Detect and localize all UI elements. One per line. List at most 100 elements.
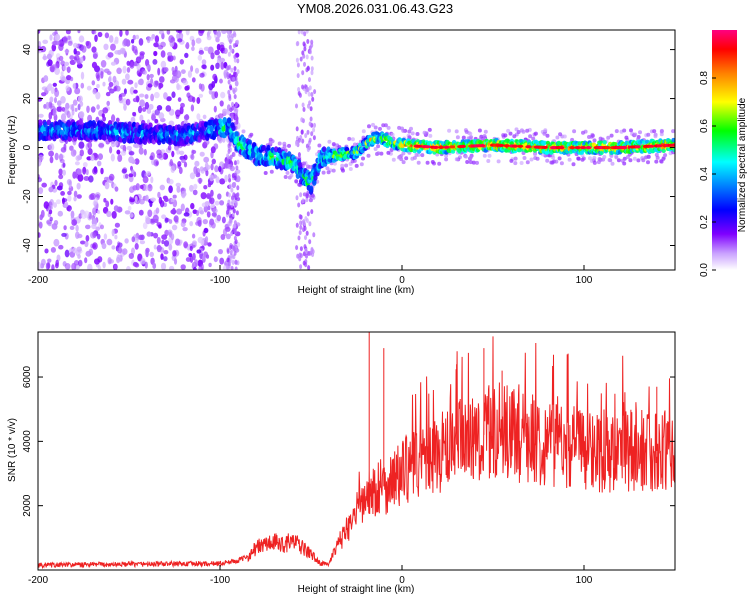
x-tick-label: 100: [576, 575, 593, 586]
noise-cell: [176, 33, 180, 40]
noise-cell: [302, 107, 306, 112]
noise-cell: [227, 89, 231, 95]
noise-cell: [236, 192, 240, 198]
noise-cell: [297, 235, 301, 241]
noise-cell: [158, 82, 164, 89]
noise-cell: [153, 232, 159, 239]
noise-cell: [140, 257, 146, 265]
noise-cell: [194, 67, 200, 74]
noise-cell: [592, 160, 597, 165]
noise-cell: [296, 62, 300, 68]
noise-cell: [159, 184, 165, 191]
noise-cell: [175, 30, 182, 33]
noise-cell: [155, 161, 159, 166]
noise-cell: [212, 208, 218, 214]
noise-cell: [101, 113, 105, 118]
noise-cell: [73, 42, 78, 49]
noise-cell: [233, 235, 237, 241]
noise-cell: [101, 242, 107, 250]
noise-cell: [209, 174, 214, 182]
noise-cell: [108, 173, 115, 181]
noise-cell: [95, 226, 100, 232]
noise-cell: [156, 153, 163, 159]
noise-cell: [145, 250, 149, 258]
noise-cell: [72, 83, 77, 89]
noise-cell: [302, 260, 306, 266]
noise-cell: [59, 158, 65, 164]
noise-cell: [471, 160, 476, 165]
noise-cell: [422, 130, 427, 135]
noise-cell: [144, 261, 148, 269]
noise-cell: [233, 223, 237, 229]
noise-cell: [71, 219, 78, 226]
noise-cell: [171, 91, 176, 98]
ridge-cell: [78, 118, 83, 125]
noise-cell: [232, 76, 236, 82]
noise-cell: [118, 96, 124, 104]
noise-cell: [229, 253, 233, 259]
noise-cell: [128, 156, 135, 164]
noise-cell: [194, 160, 200, 167]
noise-cell: [562, 134, 567, 139]
noise-cell: [525, 128, 530, 133]
spectrogram-frame: [37, 29, 676, 271]
noise-cell: [602, 155, 607, 159]
noise-cell: [181, 190, 186, 199]
noise-cell: [222, 108, 228, 114]
noise-cell: [126, 60, 131, 66]
noise-cell: [571, 162, 576, 167]
noise-cell: [468, 160, 473, 165]
noise-cell: [206, 35, 212, 41]
noise-cell: [378, 126, 382, 131]
noise-cell: [300, 30, 304, 35]
noise-cell: [177, 161, 182, 167]
noise-cell: [512, 134, 517, 139]
noise-cell: [614, 155, 619, 160]
noise-cell: [146, 64, 151, 70]
noise-cell: [295, 103, 298, 109]
noise-cell: [185, 42, 190, 50]
noise-cell: [305, 197, 309, 203]
noise-cell: [113, 86, 117, 92]
noise-cell: [161, 239, 165, 245]
ridge-cell: [231, 125, 236, 132]
noise-cell: [170, 165, 176, 173]
noise-cell: [153, 91, 160, 99]
noise-cell: [447, 128, 452, 133]
noise-cell: [107, 85, 112, 91]
noise-cell: [57, 210, 63, 217]
ridge-core-cell: [670, 143, 675, 147]
noise-cell: [95, 91, 101, 100]
noise-cell: [226, 153, 230, 159]
noise-cell: [302, 219, 306, 225]
noise-cell: [116, 149, 121, 155]
noise-cell: [171, 224, 178, 231]
noise-cell: [67, 190, 72, 196]
noise-cell: [38, 221, 43, 229]
noise-cell: [305, 230, 309, 236]
noise-cell: [87, 148, 93, 155]
noise-cell: [232, 208, 236, 214]
noise-cell: [308, 85, 312, 91]
noise-cell: [157, 67, 161, 76]
noise-cell: [108, 82, 114, 87]
noise-cell: [263, 171, 268, 175]
noise-cell: [41, 86, 48, 91]
noise-cell: [219, 200, 225, 206]
noise-cell: [92, 200, 98, 207]
noise-cell: [90, 154, 95, 162]
noise-cell: [50, 247, 57, 253]
noise-cell: [533, 152, 537, 157]
noise-cell: [301, 138, 305, 144]
noise-cell: [86, 41, 92, 49]
noise-cell: [236, 159, 240, 165]
x-tick-label: 0: [399, 575, 405, 586]
noise-cell: [659, 159, 664, 164]
noise-cell: [371, 122, 375, 127]
noise-cell: [559, 161, 564, 166]
noise-cell: [181, 69, 186, 74]
noise-cell: [304, 247, 308, 253]
noise-cell: [96, 84, 100, 89]
noise-cell: [310, 66, 314, 72]
noise-cell: [111, 245, 116, 250]
